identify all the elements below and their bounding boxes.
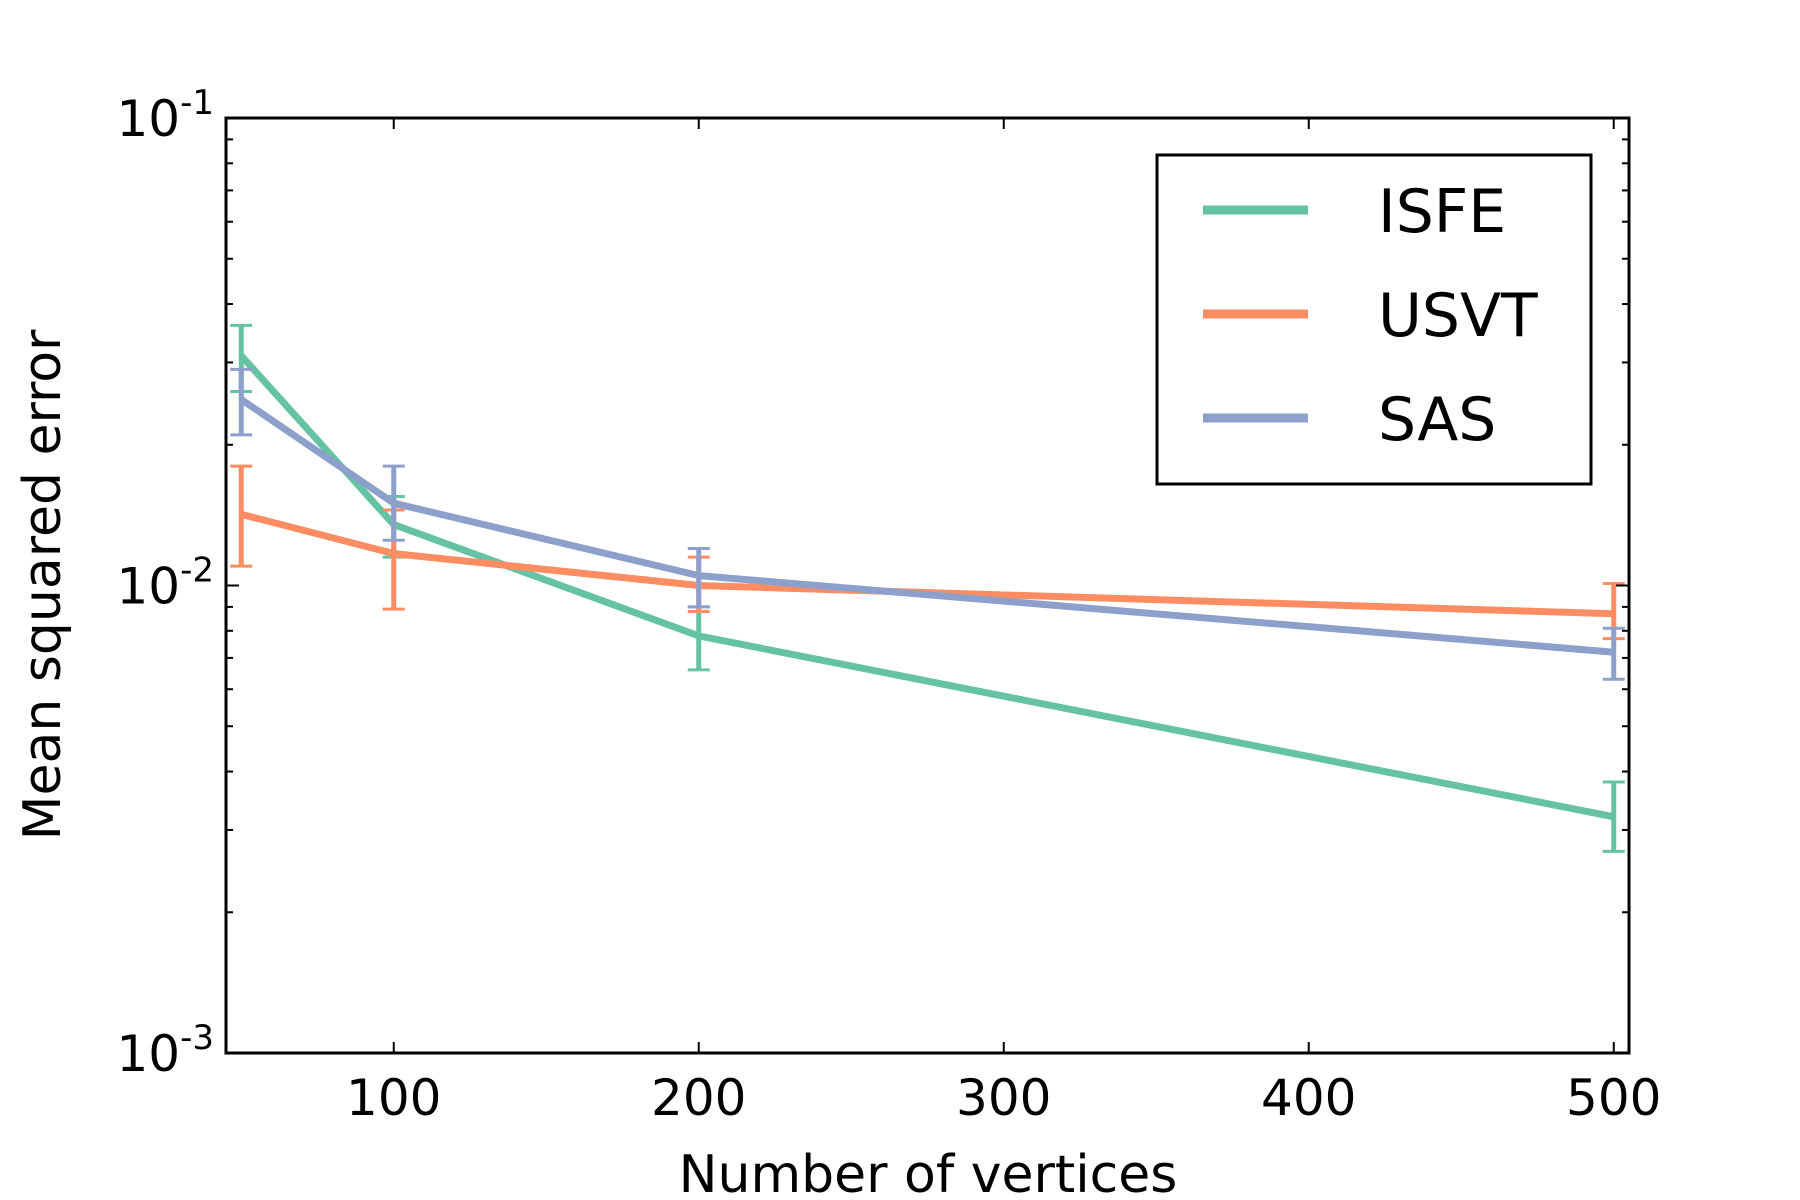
series-line-isfe [238, 353, 1615, 821]
label-layer: 100 200 300 400 500 10-3 10-2 10-1 [116, 83, 1661, 1127]
legend-label-isfe: ISFE [1378, 177, 1506, 247]
legend-label-usvt: USVT [1378, 281, 1538, 351]
y-tick-label--3: 10-3 [116, 1018, 214, 1083]
x-tick-label-500: 500 [1566, 1069, 1661, 1127]
series-line-usvt [240, 510, 1614, 618]
error-bar-sas-200 [687, 546, 710, 609]
error-bar-usvt-50 [230, 464, 253, 568]
x-tick-label-200: 200 [651, 1069, 746, 1127]
y-tick-label--2: 10-2 [116, 551, 214, 616]
error-bar-sas-50 [230, 367, 253, 437]
series-layer [230, 323, 1625, 853]
error-bar-isfe-500 [1602, 780, 1625, 853]
x-axis-title: Number of vertices [679, 1145, 1178, 1200]
legend: ISFE USVT SAS [1155, 153, 1593, 486]
series-line-sas [239, 396, 1615, 656]
error-bar-sas-500 [1602, 626, 1625, 681]
legend-label-sas: SAS [1378, 385, 1496, 455]
y-tick-label--1: 10-1 [116, 83, 214, 148]
x-tick-label-300: 300 [956, 1069, 1051, 1127]
error-bar-sas-100 [382, 464, 405, 542]
y-axis-title: Mean squared error [13, 329, 73, 840]
x-tick-label-400: 400 [1261, 1069, 1356, 1127]
tick-layer [226, 117, 1629, 1054]
x-tick-label-100: 100 [346, 1069, 441, 1127]
